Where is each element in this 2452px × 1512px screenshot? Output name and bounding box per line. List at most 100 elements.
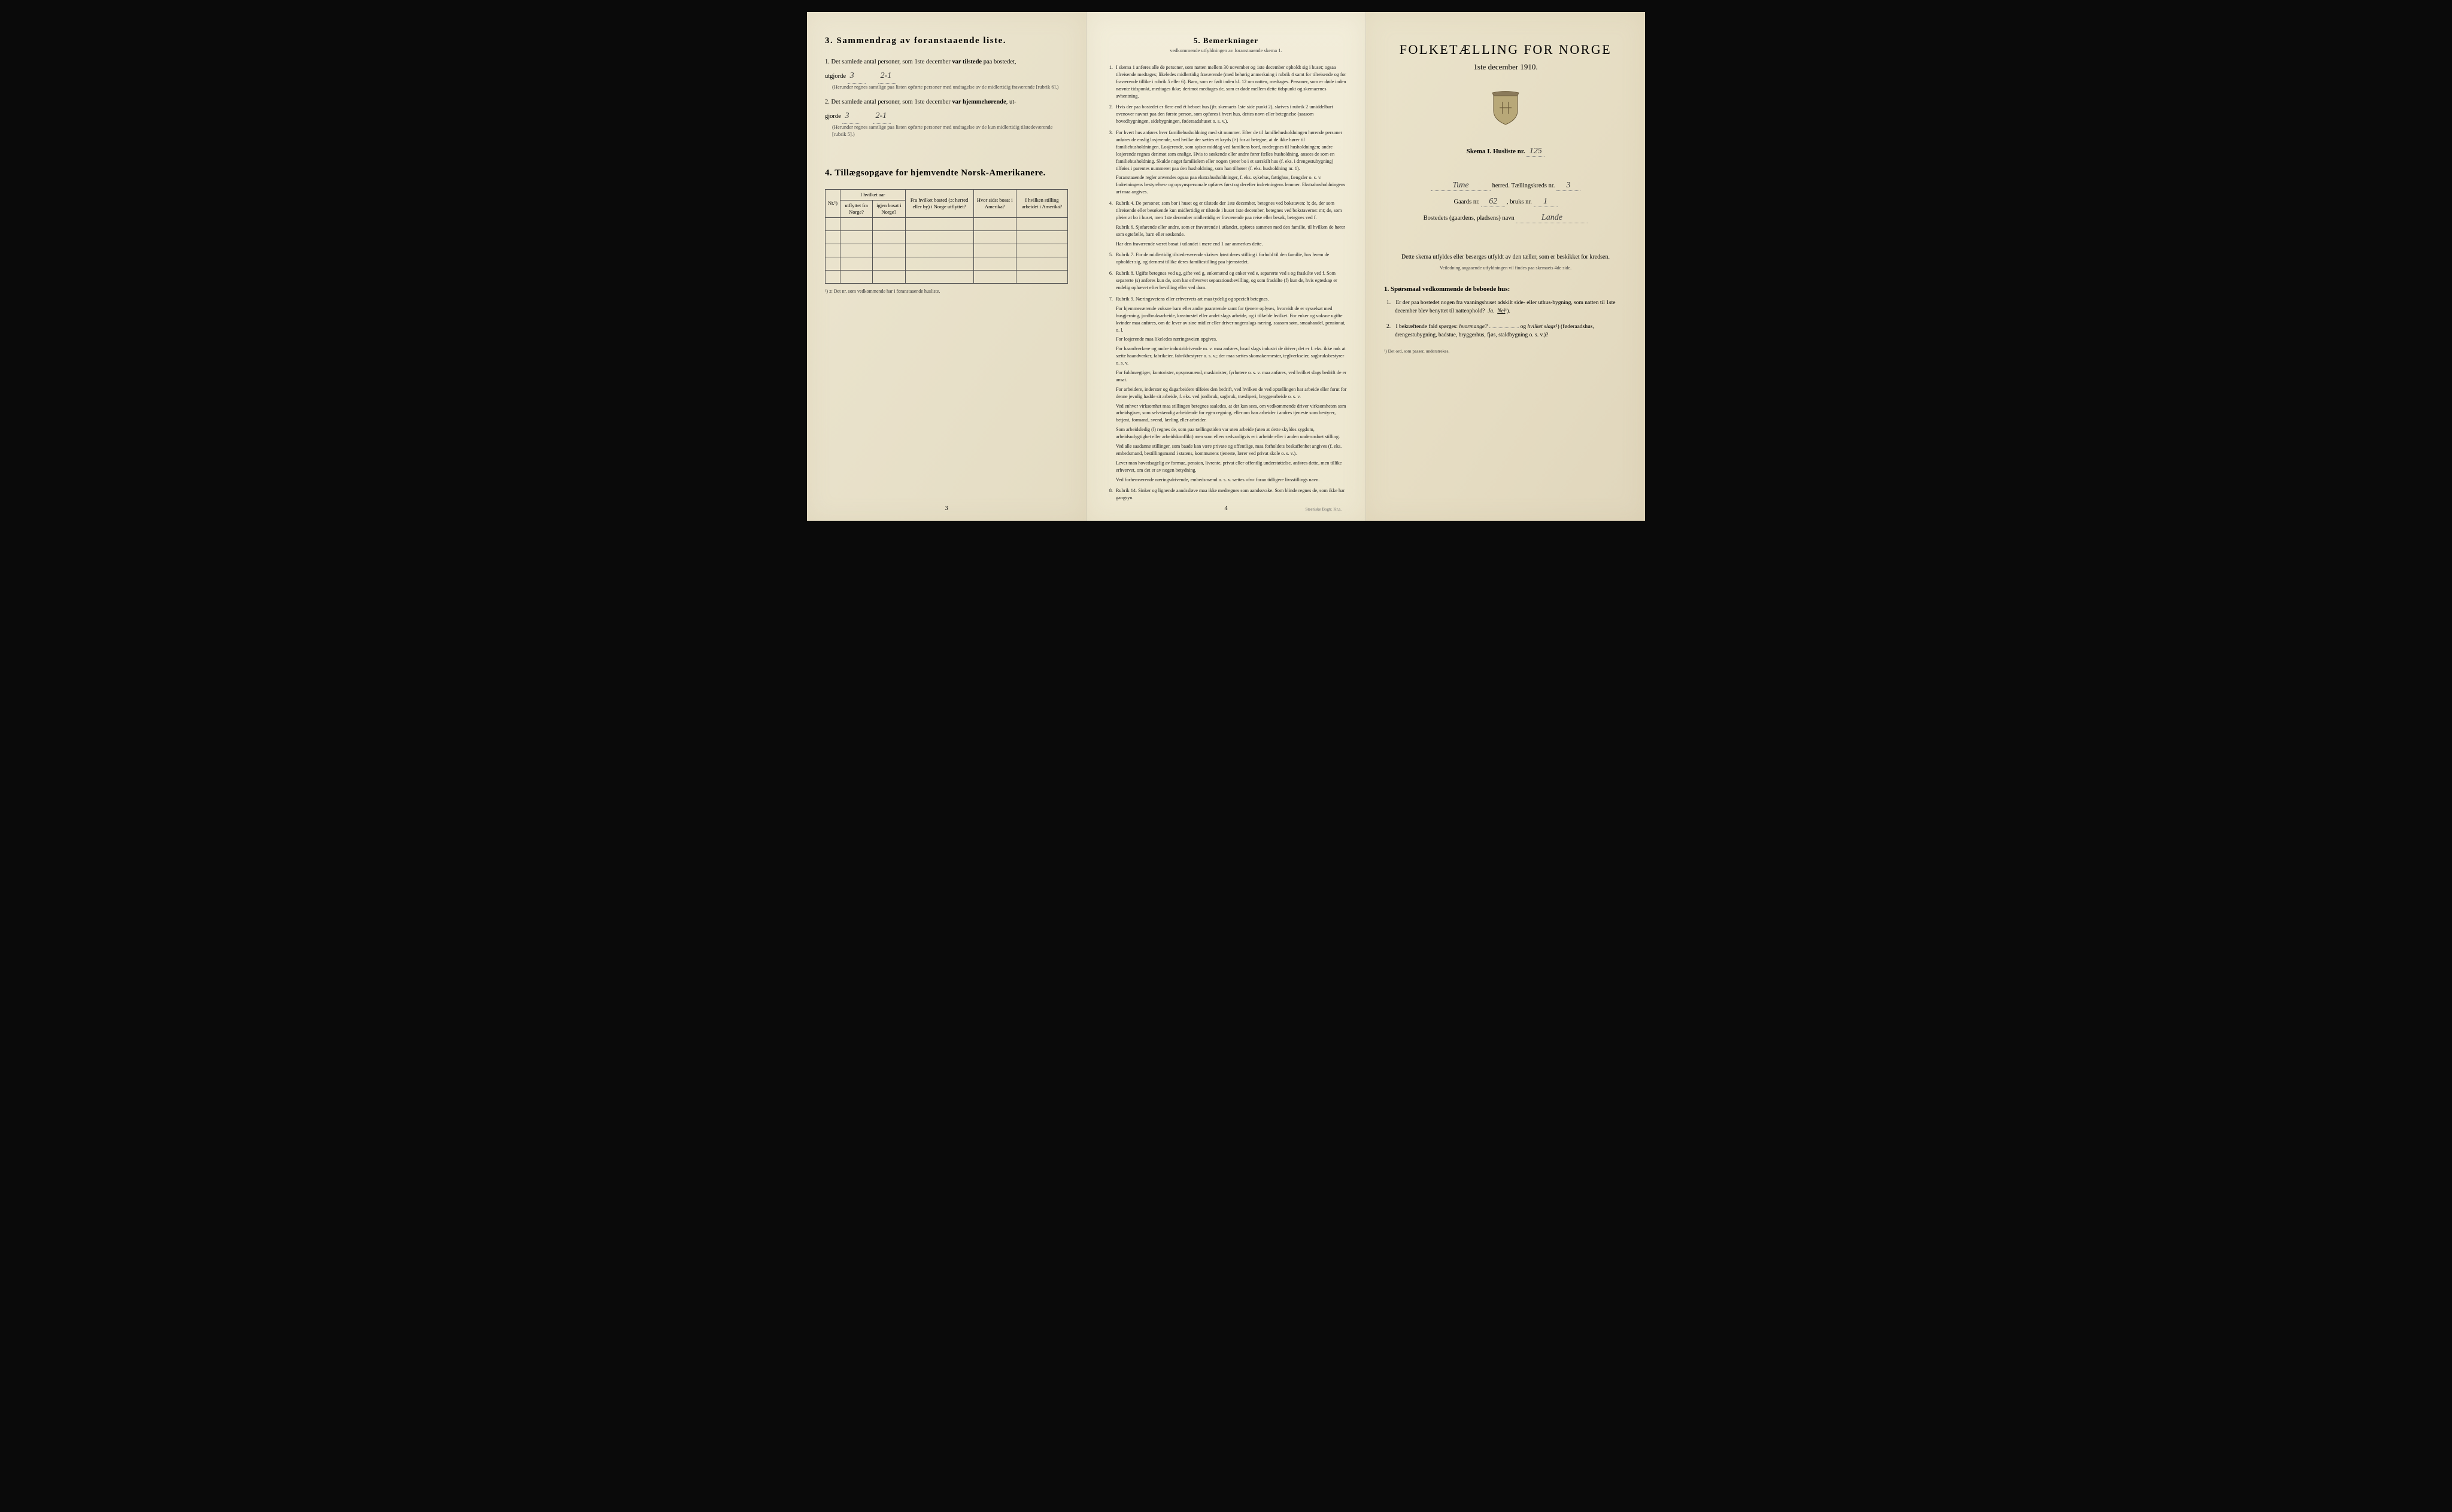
list-item: Rubrik 4. De personer, som bor i huset o… bbox=[1114, 200, 1348, 247]
page-num-middle: 4 bbox=[1225, 505, 1228, 512]
s3-i1-bold: var tilstede bbox=[952, 59, 982, 65]
th-col1: I hvilket aar bbox=[840, 189, 906, 200]
th-col1a: utflyttet fra Norge? bbox=[840, 200, 873, 217]
table-row bbox=[826, 257, 1068, 270]
herred-fill: Tune bbox=[1431, 181, 1491, 191]
kreds-nr: 3 bbox=[1556, 181, 1580, 191]
skema-label: Skema I. Husliste nr. bbox=[1467, 148, 1525, 155]
q-heading: 1. Spørsmaal vedkommende de beboede hus: bbox=[1384, 286, 1627, 293]
instruction: Dette skema utfyldes eller besørges utfy… bbox=[1384, 253, 1627, 262]
coat-of-arms-icon bbox=[1491, 90, 1521, 126]
section4-footnote: ¹) ɔ: Det nr. som vedkommende har i fora… bbox=[825, 289, 1068, 294]
s3-i2-bold: var hjemmehørende bbox=[952, 99, 1006, 105]
li-sub: Ved forhenværende næringsdrivende, embed… bbox=[1116, 476, 1348, 484]
right-footnote: ¹) Det ord, som passer, understrekes. bbox=[1384, 348, 1627, 354]
s3-i2-l2: gjorde bbox=[825, 113, 841, 120]
q2-pre: I bekræftende fald spørges: bbox=[1396, 324, 1458, 330]
s3-i1-l2: utgjorde bbox=[825, 73, 846, 80]
gaard-line: Gaards nr. 62 , bruks nr. 1 bbox=[1384, 197, 1627, 207]
th-col3: Hvor sidst bosat i Amerika? bbox=[973, 189, 1016, 217]
q1-nei: Nei bbox=[1497, 308, 1505, 314]
li-sub: Lever man hovedsagelig av formue, pensio… bbox=[1116, 460, 1348, 474]
gaard-label: Gaards nr. bbox=[1453, 199, 1479, 205]
q2-num: 2. bbox=[1386, 324, 1391, 330]
li-sub: Rubrik 6. Sjøfarende eller andre, som er… bbox=[1116, 224, 1348, 238]
q2-it1: hvormange? bbox=[1459, 324, 1488, 330]
list-item: I skema 1 anføres alle de personer, som … bbox=[1114, 64, 1348, 99]
th-col2: Fra hvilket bosted (ɔ: herred eller by) … bbox=[905, 189, 973, 217]
th-nr: Nr.¹) bbox=[826, 189, 840, 217]
list-item: Rubrik 8. Ugifte betegnes ved ug, gifte … bbox=[1114, 270, 1348, 292]
li-sub: For haandverkere og andre industridriven… bbox=[1116, 345, 1348, 367]
section3-item1: 1. Det samlede antal personer, som 1ste … bbox=[825, 57, 1068, 91]
section4-table: Nr.¹) I hvilket aar Fra hvilket bosted (… bbox=[825, 189, 1068, 284]
q1-ja: Ja. bbox=[1488, 308, 1494, 314]
middle-subtitle: vedkommende utfyldningen av foranstaaend… bbox=[1104, 47, 1348, 53]
table-row bbox=[826, 217, 1068, 230]
s3-i2-pre: 2. Det samlede antal personer, som 1ste … bbox=[825, 99, 951, 105]
li-text: For hvert hus anføres hver familiehushol… bbox=[1116, 130, 1342, 171]
li-text: Rubrik 4. De personer, som bor i huset o… bbox=[1116, 201, 1342, 220]
section3-item2: 2. Det samlede antal personer, som 1ste … bbox=[825, 97, 1068, 138]
q2-mid: og bbox=[1521, 324, 1527, 330]
herred-label: herred. Tællingskreds nr. bbox=[1492, 183, 1555, 189]
li-text: Rubrik 8. Ugifte betegnes ved ug, gifte … bbox=[1116, 271, 1337, 290]
form-block: Tune herred. Tællingskreds nr. 3 Gaards … bbox=[1384, 181, 1627, 223]
li-text: Rubrik 7. For de midlertidig tilstedevær… bbox=[1116, 252, 1329, 265]
li-sub: For arbeidere, inderster og dagarbeidere… bbox=[1116, 386, 1348, 400]
middle-title: 5. Bemerkninger bbox=[1104, 36, 1348, 45]
page-num-left: 3 bbox=[945, 505, 948, 512]
s3-i1-hand2: 2-1 bbox=[878, 68, 896, 84]
li-sub: Ved enhver virksomhet maa stillingen bet… bbox=[1116, 403, 1348, 424]
bruks-label: , bruks nr. bbox=[1507, 199, 1532, 205]
skema-line: Skema I. Husliste nr. 125 bbox=[1384, 147, 1627, 157]
bemerkninger-list: I skema 1 anføres alle de personer, som … bbox=[1104, 64, 1348, 502]
herred-line: Tune herred. Tællingskreds nr. 3 bbox=[1384, 181, 1627, 191]
li-text: I skema 1 anføres alle de personer, som … bbox=[1116, 65, 1346, 99]
s3-i1-pre: 1. Det samlede antal personer, som 1ste … bbox=[825, 59, 951, 65]
s3-i2-sub: (Herunder regnes samtlige paa listen opf… bbox=[832, 124, 1068, 138]
s3-i1-sub: (Herunder regnes samtlige paa listen opf… bbox=[832, 84, 1068, 91]
q2-blank bbox=[1489, 321, 1519, 328]
q1: 1. Er der paa bostedet nogen fra vaaning… bbox=[1395, 299, 1627, 316]
table-row bbox=[826, 270, 1068, 283]
panel-right: FOLKETÆLLING FOR NORGE 1ste december 191… bbox=[1366, 12, 1645, 521]
q2-sup: ¹) bbox=[1556, 324, 1559, 330]
li-sub: For losjerende maa likeledes næringsveie… bbox=[1116, 336, 1348, 343]
q2: 2. I bekræftende fald spørges: hvormange… bbox=[1395, 321, 1627, 340]
q1-num: 1. bbox=[1386, 300, 1391, 306]
imprint: Steen'ske Bogtr. Kr.a. bbox=[1305, 507, 1342, 512]
section4: 4. Tillægsopgave for hjemvendte Norsk-Am… bbox=[825, 168, 1068, 294]
s3-i2-hand2: 2-1 bbox=[873, 108, 891, 124]
s3-i1-post: paa bostedet, bbox=[984, 59, 1016, 65]
table-row bbox=[826, 244, 1068, 257]
q1-sup: ¹). bbox=[1505, 308, 1510, 314]
main-title: FOLKETÆLLING FOR NORGE bbox=[1384, 42, 1627, 57]
s3-i2-post: , ut- bbox=[1006, 99, 1016, 105]
document-container: 3. Sammendrag av foranstaaende liste. 1.… bbox=[807, 12, 1645, 521]
li-sub: Som arbeidsledig (l) regnes de, som paa … bbox=[1116, 426, 1348, 441]
list-item: For hvert hus anføres hver familiehushol… bbox=[1114, 129, 1348, 196]
li-sub: Har den fraværende været bosat i utlande… bbox=[1116, 241, 1348, 248]
list-item: Hvis der paa bostedet er flere end ét be… bbox=[1114, 104, 1348, 125]
s3-i1-hand: 3 bbox=[848, 68, 866, 84]
section4-title: 4. Tillægsopgave for hjemvendte Norsk-Am… bbox=[825, 168, 1068, 178]
bruks-nr: 1 bbox=[1534, 197, 1558, 207]
bosted-fill: Lande bbox=[1516, 213, 1588, 223]
s3-i2-hand: 3 bbox=[842, 108, 860, 124]
bosted-line: Bostedets (gaardens, pladsens) navn Land… bbox=[1384, 213, 1627, 223]
crest-icon bbox=[1384, 90, 1627, 129]
footnote-text: ¹) Det ord, som passer, understrekes. bbox=[1384, 348, 1449, 354]
list-item: Rubrik 9. Næringsveiens eller erhvervets… bbox=[1114, 296, 1348, 483]
section4-tbody bbox=[826, 217, 1068, 283]
li-sub: Foranstaaende regler anvendes ogsaa paa … bbox=[1116, 174, 1348, 196]
bosted-label: Bostedets (gaardens, pladsens) navn bbox=[1424, 215, 1515, 221]
li-sub: Ved alle saadanne stillinger, som baade … bbox=[1116, 443, 1348, 457]
li-sub: For hjemmeværende voksne barn eller andr… bbox=[1116, 305, 1348, 334]
li-text: Rubrik 14. Sinker og lignende aandssløve… bbox=[1116, 488, 1345, 500]
li-text: Rubrik 9. Næringsveiens eller erhvervets… bbox=[1116, 296, 1269, 302]
table-row bbox=[826, 230, 1068, 244]
main-sub: 1ste december 1910. bbox=[1384, 62, 1627, 72]
q2-it2: hvilket slags bbox=[1528, 324, 1556, 330]
th-col1b: igjen bosat i Norge? bbox=[873, 200, 906, 217]
